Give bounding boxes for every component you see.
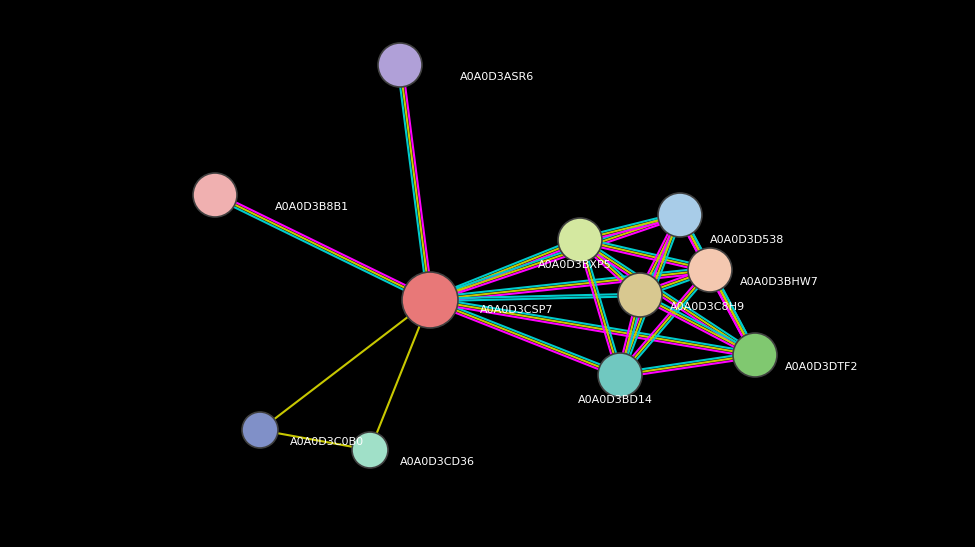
Ellipse shape (378, 43, 422, 87)
Ellipse shape (658, 193, 702, 237)
Text: A0A0D3CSP7: A0A0D3CSP7 (480, 305, 554, 315)
Text: A0A0D3C8H9: A0A0D3C8H9 (670, 302, 745, 312)
Ellipse shape (242, 412, 278, 448)
Text: A0A0D3DTF2: A0A0D3DTF2 (785, 362, 859, 372)
Ellipse shape (193, 173, 237, 217)
Text: A0A0D3B8B1: A0A0D3B8B1 (275, 202, 349, 212)
Text: A0A0D3C0B0: A0A0D3C0B0 (290, 437, 364, 447)
Text: A0A0D3CD36: A0A0D3CD36 (400, 457, 475, 467)
Text: A0A0D3BXP5: A0A0D3BXP5 (538, 260, 612, 270)
Text: A0A0D3BHW7: A0A0D3BHW7 (740, 277, 819, 287)
Ellipse shape (558, 218, 602, 262)
Text: A0A0D3BD14: A0A0D3BD14 (577, 395, 652, 405)
Ellipse shape (402, 272, 458, 328)
Ellipse shape (688, 248, 732, 292)
Text: A0A0D3ASR6: A0A0D3ASR6 (460, 72, 534, 82)
Ellipse shape (733, 333, 777, 377)
Text: A0A0D3D538: A0A0D3D538 (710, 235, 784, 245)
Ellipse shape (352, 432, 388, 468)
Ellipse shape (618, 273, 662, 317)
Ellipse shape (598, 353, 642, 397)
